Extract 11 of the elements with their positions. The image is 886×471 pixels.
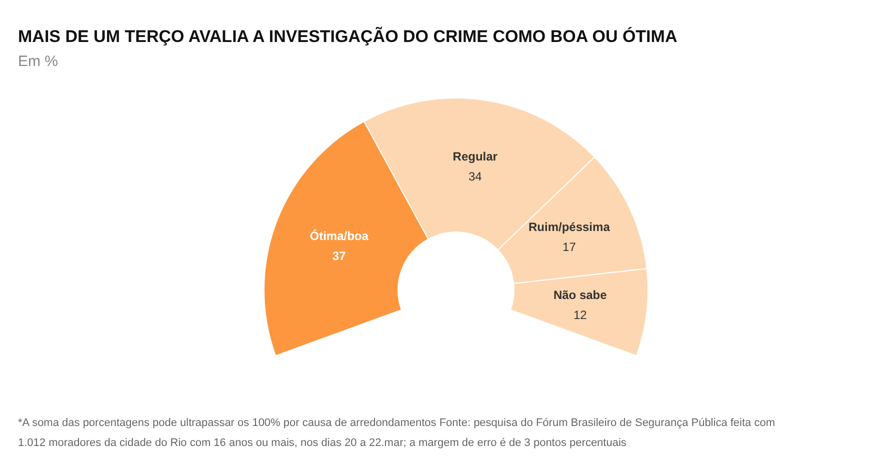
chart-title: MAIS DE UM TERÇO AVALIA A INVESTIGAÇÃO DO CRIME COMO BOA OU ÓTIMA: [18, 26, 678, 46]
data-label: 17: [562, 240, 576, 254]
text: Em %: [18, 53, 58, 70]
data-label: 34: [468, 169, 482, 184]
slice-label: Regular: [452, 149, 498, 164]
data-label: 12: [573, 308, 588, 322]
text: *A soma das porcentagens pode ultrapassar os 100% por causa de arredondamentos Fonte: pesquisa do Fórum Brasileiro de Segurança Pública feita com 1.012 moradores da cidade do Rio com 16 anos ou mais, nos dias 20 a 22.mar; a margem de erro é de 3 pontos percentuais: [18, 417, 776, 449]
slice-label: Ótima/boa: [310, 228, 369, 243]
slice-label: Ruim/péssima: [528, 220, 610, 234]
slice-label: Não sabe: [553, 288, 608, 302]
data-label: 37: [332, 248, 346, 263]
